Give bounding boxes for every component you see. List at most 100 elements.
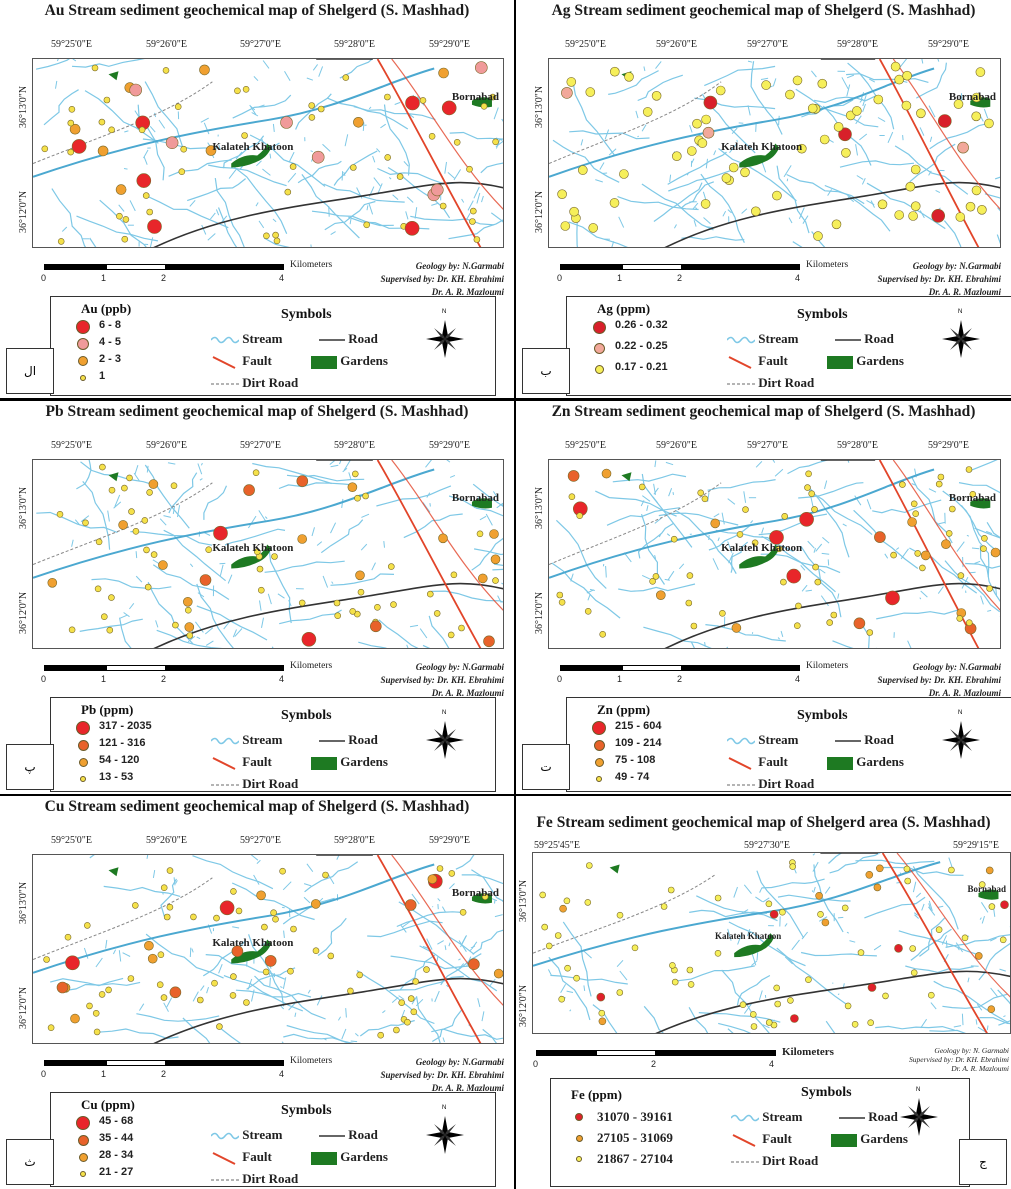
legend-class-label: 0.26 - 0.32 (615, 319, 668, 331)
map-drawing (549, 59, 1000, 247)
credit-supervisor: Supervised by: Dr. KH. Ebrahimi (380, 675, 504, 685)
credit-co-supervisor: Dr. A. R. Mazloumi (928, 287, 1001, 297)
longitude-label: 59°26'0"E (656, 39, 697, 50)
credit-geology: Geology by: N.Garmabi (415, 261, 504, 271)
legend-class-symbol (80, 776, 86, 782)
dirt-road-symbol-icon (731, 1161, 759, 1163)
map-title: Au Stream sediment geochemical map of Sh… (44, 2, 470, 19)
scale-unit: Kilometers (290, 1056, 333, 1066)
longitude-label: 59°25'45"E (534, 840, 580, 851)
road-symbol-icon (835, 339, 861, 341)
longitude-label: 59°26'0"E (146, 835, 187, 846)
longitude-label: 59°27'0"E (747, 440, 788, 451)
legend-gardens-label: Gardens (340, 754, 388, 769)
legend-class-symbol (78, 757, 88, 767)
legend-gardens-label: Gardens (856, 754, 904, 769)
legend-class-label: 21867 - 27104 (597, 1151, 673, 1166)
stream-sediment-map: Kalateh Khatoon Bornabad (532, 852, 1011, 1034)
panel-divider (0, 794, 1011, 796)
road-symbol-icon (319, 339, 345, 341)
scale-tick: 0 (533, 1059, 539, 1069)
legend-class-label: 1 (99, 370, 106, 382)
map-legend: Pb (ppm) 317 - 2035 121 - 316 54 - 120 13 - … (50, 697, 496, 792)
symbols-title: Symbols (281, 307, 332, 322)
map-drawing (33, 855, 503, 1043)
legend-dirt-road-label: Dirt Road (762, 1153, 819, 1168)
legend-class-label: 21 - 27 (99, 1166, 134, 1178)
scale-tick: 4 (769, 1059, 775, 1069)
compass-letter: N (958, 309, 963, 315)
legend-class-label: 54 - 120 (99, 754, 140, 766)
scale-unit: Kilometers (806, 661, 849, 671)
north-arrow-icon: N (939, 309, 983, 361)
scale-tick: 2 (677, 273, 683, 283)
latitude-label: 36°12'0"N (534, 190, 545, 233)
legend-road: Road (319, 732, 378, 748)
place-label-bornabad: Bornabad (451, 492, 499, 505)
legend-class-label: 13 - 53 (99, 771, 134, 783)
longitude-label: 59°27'30"E (744, 840, 790, 851)
scale-tick: 2 (161, 674, 167, 684)
panel-divider (514, 0, 516, 1189)
stream-symbol-icon (730, 1114, 760, 1122)
panel-tag: ت (522, 744, 570, 790)
scale-tick: 0 (557, 674, 563, 684)
legend-class-symbol (575, 1113, 583, 1121)
legend-class-symbol (77, 739, 89, 751)
longitude-label: 59°29'0"E (928, 39, 969, 50)
scale-tick: 4 (795, 273, 801, 283)
legend-road: Road (839, 1109, 898, 1125)
legend-dirt-road: Dirt Road (211, 776, 298, 792)
scale-bar: 0 1 2 4 (557, 665, 800, 684)
legend-road: Road (835, 331, 894, 347)
north-arrow-icon: N (423, 309, 467, 361)
longitude-label: 59°26'0"E (146, 440, 187, 451)
north-arrow-icon: N (939, 710, 983, 762)
stream-sediment-map: Kalateh Khatoon Bornabad (32, 459, 504, 649)
legend-road-label: Road (868, 1109, 898, 1124)
road-symbol-icon (319, 1135, 345, 1137)
place-label-kalateh-khatoon: Kalateh Khatoon (721, 140, 803, 153)
place-label-kalateh-khatoon: Kalateh Khatoon (212, 541, 294, 554)
scale-bar: 0 1 2 4 (557, 264, 800, 283)
legend-stream: Stream (726, 732, 798, 748)
legend-class-label: 75 - 108 (615, 754, 656, 766)
map-drawing (549, 460, 1000, 648)
longitude-label: 59°28'0"E (837, 39, 878, 50)
legend-gardens: Gardens (311, 1149, 388, 1165)
scale-tick: 2 (161, 1069, 167, 1079)
scale-tick: 4 (279, 1069, 285, 1079)
map-title: Ag Stream sediment geochemical map of Sh… (551, 2, 976, 19)
legend-road: Road (835, 732, 894, 748)
legend-stream: Stream (210, 1127, 282, 1143)
scale-bar: 0 1 2 4 (41, 665, 284, 684)
legend-class-label: 6 - 8 (99, 319, 122, 331)
legend-dirt-road: Dirt Road (211, 375, 298, 391)
fault-symbol-icon (732, 1134, 756, 1147)
dirt-road-symbol-icon (727, 383, 755, 385)
legend-gardens-label: Gardens (860, 1131, 908, 1146)
latitude-label: 36°13'0"N (18, 85, 29, 128)
latitude-label: 36°13'0"N (18, 881, 29, 924)
scale-tick: 1 (617, 674, 623, 684)
place-label-kalateh-khatoon: Kalateh Khatoon (212, 936, 294, 949)
legend-fault-label: Fault (242, 754, 272, 769)
dirt-road-symbol-icon (727, 784, 755, 786)
compass-letter: N (958, 710, 963, 716)
scale-tick: 0 (557, 273, 563, 283)
legend-class-symbol (593, 342, 605, 354)
gardens-symbol-icon (827, 355, 853, 369)
legend-dirt-road: Dirt Road (727, 776, 814, 792)
legend-dirt-road-label: Dirt Road (242, 1171, 299, 1186)
latitude-label: 36°13'0"N (534, 85, 545, 128)
place-label-kalateh-khatoon: Kalateh Khatoon (721, 541, 803, 554)
legend-dirt-road-label: Dirt Road (242, 776, 299, 791)
scale-unit: Kilometers (806, 260, 849, 270)
legend-title: Cu (ppm) (81, 1097, 135, 1112)
legend-class-label: 35 - 44 (99, 1132, 134, 1144)
map-legend: Cu (ppm) 45 - 68 35 - 44 28 - 34 21 - 27 Symb… (50, 1092, 496, 1187)
credit-co-supervisor: Dr. A. R. Mazloumi (431, 287, 504, 297)
credit-geology: Geology by: N.Garmabi (912, 261, 1001, 271)
legend-class-symbol (77, 338, 89, 350)
map-drawing (33, 59, 503, 247)
